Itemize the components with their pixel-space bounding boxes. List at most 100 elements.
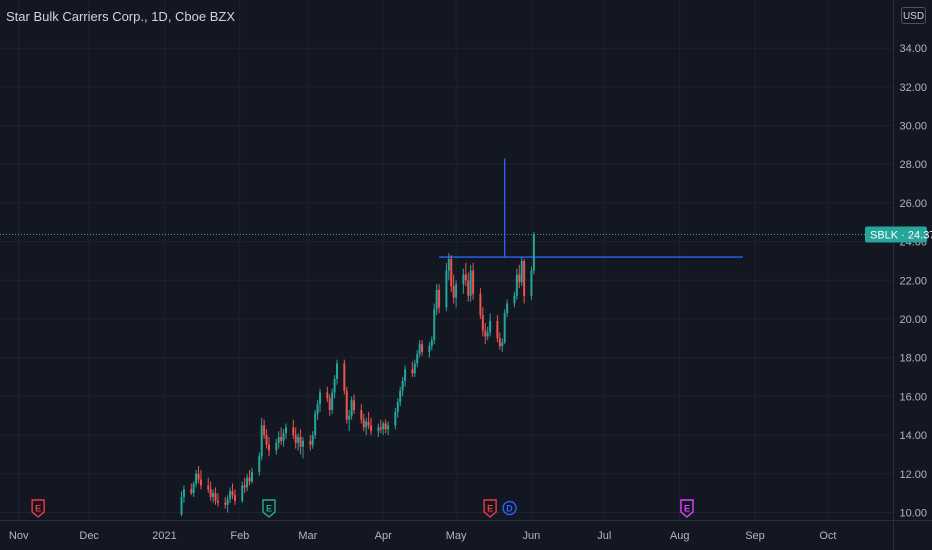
candle-body [297, 437, 300, 443]
candle-body [411, 369, 414, 374]
earnings-marker: E [680, 499, 694, 518]
price-tick-label: 30.00 [899, 121, 927, 133]
price-tick-label: 34.00 [899, 43, 927, 55]
time-tick-label: Apr [375, 530, 392, 542]
price-axis[interactable]: 10.0012.0014.0016.0018.0020.0022.0024.00… [865, 0, 932, 550]
candle-body [285, 427, 287, 434]
candle-body [515, 274, 518, 296]
candle-body [336, 363, 339, 379]
candle-body [384, 423, 387, 430]
candle-body [309, 440, 312, 445]
time-axis[interactable]: Nov Dec 2021 Feb Mar Apr May Jun Jul Aug Sep Oct [0, 520, 932, 543]
candle-body [518, 274, 521, 283]
candle-body [267, 444, 270, 451]
candle-body [229, 491, 232, 499]
candle-body [212, 493, 215, 498]
candle-body [452, 286, 455, 298]
candle-body [481, 315, 484, 331]
price-tick-label: 14.00 [899, 430, 927, 442]
candle-body [250, 471, 253, 482]
candle-body [248, 477, 251, 482]
candle-body [396, 402, 399, 412]
candle-body [532, 234, 535, 271]
price-tick-label: 26.00 [899, 198, 927, 210]
chart-title: Star Bulk Carriers Corp., 1D, Cboe BZX [6, 9, 236, 24]
time-tick-label: Jun [523, 530, 541, 542]
candle-body [241, 485, 244, 501]
candle-body [345, 390, 348, 420]
time-tick-label: Oct [819, 530, 836, 542]
candle-body [445, 270, 448, 308]
candle-body [506, 303, 509, 314]
candle-body [224, 502, 227, 505]
candle-body [382, 423, 385, 430]
candle-body [197, 473, 200, 480]
event-marker-label: E [487, 504, 493, 514]
chart-drawings[interactable] [439, 158, 743, 258]
candle-body [484, 330, 487, 337]
candle-body [370, 425, 373, 432]
candle-body [302, 440, 305, 447]
candle-body [226, 498, 229, 505]
candle-body [416, 353, 419, 364]
dividend-marker-circle [502, 500, 517, 516]
time-tick-label: Sep [745, 530, 765, 542]
price-tick-label: 16.00 [899, 391, 927, 403]
candle-body [394, 411, 397, 426]
candle-body [199, 479, 202, 486]
candle-body [520, 260, 523, 283]
candle-body [450, 259, 453, 287]
event-marker-label: E [35, 504, 41, 514]
candle-body [362, 419, 365, 428]
currency-button[interactable]: USD [901, 7, 926, 24]
earnings-marker-shape [262, 499, 276, 518]
earnings-marker: E [483, 499, 497, 518]
time-tick-label: May [446, 530, 467, 542]
earnings-marker: E [31, 499, 45, 518]
candle-body [472, 270, 475, 294]
candle-body [182, 489, 185, 498]
time-tick-label: Mar [298, 530, 317, 542]
candle-body [316, 404, 319, 414]
candle-body [365, 421, 368, 428]
candle-body [360, 409, 363, 420]
candle-body [404, 369, 407, 381]
candle-body [180, 497, 183, 515]
candles [180, 231, 535, 517]
price-tick-label: 10.00 [899, 508, 927, 520]
price-tick-label: 22.00 [899, 275, 927, 287]
candle-body [207, 485, 210, 490]
candle-body [258, 456, 261, 472]
candle-body [399, 390, 402, 403]
candle-body [418, 344, 421, 354]
price-tick-label: 20.00 [899, 314, 927, 326]
candle-body [260, 425, 263, 457]
candle-body [195, 473, 198, 484]
candle-body [379, 427, 382, 430]
candle-body [265, 435, 268, 445]
candle-body [421, 344, 424, 352]
candle-body [498, 338, 501, 347]
candle-body [501, 342, 504, 347]
price-tick-label: 28.00 [899, 159, 927, 171]
candle-body [387, 425, 390, 430]
candle-body [280, 437, 283, 441]
candle-body [435, 289, 438, 310]
earnings-marker-shape [31, 499, 45, 518]
time-tick-label: Dec [79, 530, 99, 542]
last-price-badge-text: SBLK · 24.37 [870, 229, 932, 241]
candle-body [513, 295, 516, 304]
candle-body [413, 363, 416, 374]
time-tick-label: Aug [670, 530, 690, 542]
candle-body [216, 500, 219, 503]
candle-body [523, 260, 526, 296]
candle-body [231, 491, 234, 496]
price-tick-label: 12.00 [899, 469, 927, 481]
candle-body [328, 398, 331, 410]
candle-body [299, 437, 302, 447]
candle-body [447, 259, 450, 271]
candle-body [348, 415, 351, 420]
candle-body [462, 274, 465, 285]
